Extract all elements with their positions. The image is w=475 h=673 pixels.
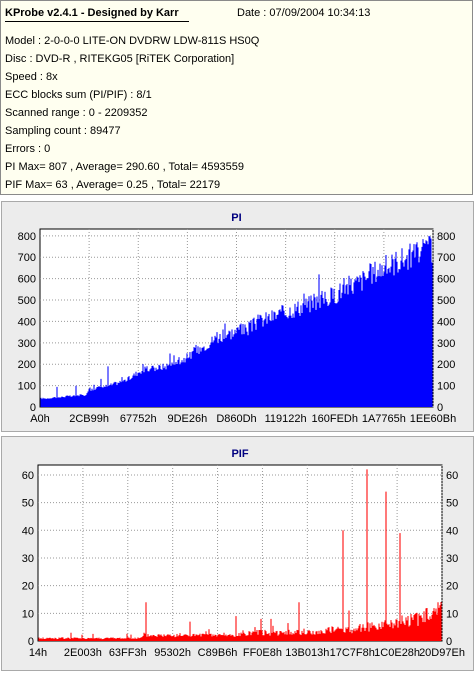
chart1-ytick-right-5: 50 xyxy=(446,498,458,510)
chart1-title: PIF xyxy=(231,448,248,460)
chart1-ytick-left-2: 20 xyxy=(22,581,34,593)
chart0-ytick-left-6: 600 xyxy=(18,274,36,286)
chart0-ytick-left-3: 300 xyxy=(18,338,36,350)
chart1-series xyxy=(38,469,442,641)
chart1-plot-area xyxy=(37,464,443,642)
title-underline xyxy=(5,21,189,22)
info-disc: Disc : DVD-R , RITEKG05 [RiTEK Corporati… xyxy=(5,53,235,65)
chart1-xtick-0: 14h xyxy=(29,647,47,659)
pi-chart: PI 0 0 100 100 200 200 300 300 400 400 500 500 600 600… xyxy=(18,212,457,425)
info-ecc-blocks: ECC blocks sum (PI/PIF) : 8/1 xyxy=(5,89,152,101)
pif-chart-panel: PIF 0 0 10 10 20 20 30 30 40 40 50 50 60 60 14h 2E003h 63… xyxy=(1,436,474,671)
chart0-ytick-right-8: 800 xyxy=(437,231,455,243)
chart1-xtick-1: 2E003h xyxy=(64,647,102,659)
chart1-ytick-right-1: 10 xyxy=(446,608,458,620)
info-speed: Speed : 8x xyxy=(5,71,58,83)
chart0-xtick-5: 119122h xyxy=(265,413,307,425)
chart1-ytick-left-1: 10 xyxy=(22,608,34,620)
chart1-ytick-right-6: 60 xyxy=(446,470,458,482)
chart0-xtick-7: 1A7765h xyxy=(362,413,406,425)
chart1-xtick-9: 20D97Eh xyxy=(419,647,465,659)
app-title: KProbe v2.4.1 - Designed by Karr xyxy=(5,7,189,22)
chart0-xtick-3: 9DE26h xyxy=(167,413,207,425)
info-panel: KProbe v2.4.1 - Designed by Karr Date : … xyxy=(0,0,473,195)
chart0-ytick-left-4: 400 xyxy=(18,316,36,328)
chart0-ytick-left-8: 800 xyxy=(18,231,36,243)
chart0-ytick-right-1: 100 xyxy=(437,381,455,393)
info-pi-summary: PI Max= 807 , Average= 290.60 , Total= 4… xyxy=(5,161,245,173)
info-pif-summary: PIF Max= 63 , Average= 0.25 , Total= 221… xyxy=(5,179,221,191)
chart0-xtick-4: D860Dh xyxy=(216,413,256,425)
chart1-ytick-left-6: 60 xyxy=(22,470,34,482)
chart0-ytick-right-7: 700 xyxy=(437,252,455,264)
chart0-ytick-right-5: 500 xyxy=(437,295,455,307)
chart1-ytick-right-4: 40 xyxy=(446,525,458,537)
chart1-ytick-left-3: 30 xyxy=(22,553,34,565)
chart0-xtick-6: 160FEDh xyxy=(312,413,358,425)
info-scanned-range: Scanned range : 0 - 2209352 xyxy=(5,107,148,119)
chart1-ytick-left-4: 40 xyxy=(22,525,34,537)
chart0-ytick-right-6: 600 xyxy=(437,274,455,286)
chart0-ytick-right-2: 200 xyxy=(437,359,455,371)
app-title-text: KProbe v2.4.1 - Designed by Karr xyxy=(5,7,179,19)
chart0-ytick-left-7: 700 xyxy=(18,252,36,264)
pi-chart-panel: PI 0 0 100 100 200 200 300 300 400 400 500 500 600 600… xyxy=(1,201,474,432)
chart0-ytick-right-3: 300 xyxy=(437,338,455,350)
chart0-xtick-2: 67752h xyxy=(120,413,157,425)
chart1-ytick-right-2: 20 xyxy=(446,581,458,593)
chart0-xtick-8: 1EE60Bh xyxy=(410,413,456,425)
chart1-ytick-right-0: 0 xyxy=(446,636,452,648)
chart0-xtick-1: 2CB99h xyxy=(69,413,109,425)
chart1-xtick-3: 95302h xyxy=(154,647,191,659)
chart0-xtick-0: A0h xyxy=(30,413,50,425)
chart1-xtick-5: FF0E8h xyxy=(243,647,282,659)
chart1-xtick-7: 17C7F8h xyxy=(330,647,375,659)
info-errors: Errors : 0 xyxy=(5,143,51,155)
chart0-ytick-left-5: 500 xyxy=(18,295,36,307)
chart1-xtick-2: 63FF3h xyxy=(109,647,147,659)
chart0-ytick-left-0: 0 xyxy=(30,402,36,414)
chart1-ytick-right-3: 30 xyxy=(446,553,458,565)
chart0-ytick-left-1: 100 xyxy=(18,381,36,393)
chart0-ytick-right-4: 400 xyxy=(437,316,455,328)
scan-date: Date : 07/09/2004 10:34:13 xyxy=(237,7,371,19)
info-model: Model : 2-0-0-0 LITE-ON DVDRW LDW-811S H… xyxy=(5,35,260,47)
chart0-series xyxy=(40,235,433,407)
info-sampling-count: Sampling count : 89477 xyxy=(5,125,121,137)
chart1-xtick-6: 13B013h xyxy=(285,647,329,659)
chart1-ytick-left-0: 0 xyxy=(28,636,34,648)
chart1-xtick-4: C89B6h xyxy=(198,647,238,659)
chart1-xtick-8: 1C0E28h xyxy=(374,647,420,659)
chart0-ytick-left-2: 200 xyxy=(18,359,36,371)
pif-chart: PIF 0 0 10 10 20 20 30 30 40 40 50 50 60 60 14h 2E003h 63… xyxy=(22,448,465,659)
chart1-ytick-left-5: 50 xyxy=(22,498,34,510)
chart0-title: PI xyxy=(231,212,241,224)
chart0-ytick-right-0: 0 xyxy=(437,402,443,414)
